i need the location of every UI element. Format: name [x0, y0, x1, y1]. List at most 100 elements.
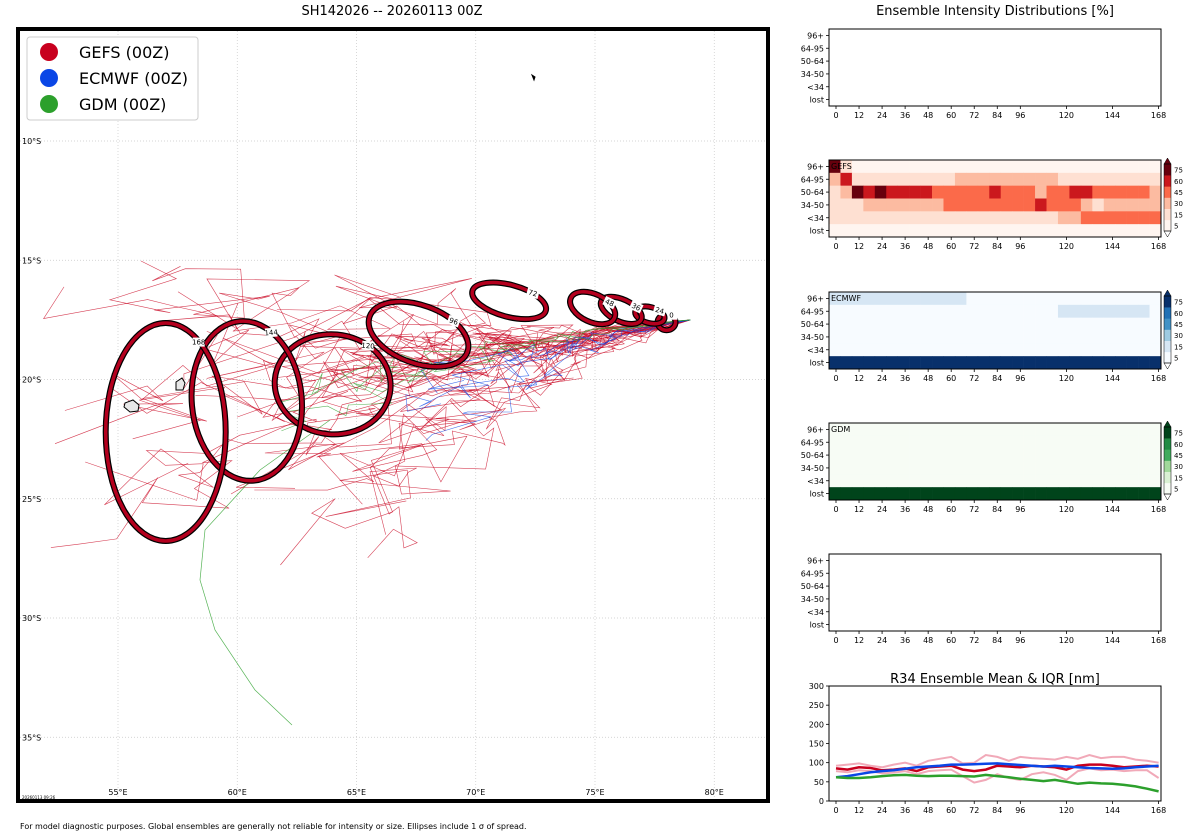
heatmap-cell	[829, 224, 841, 238]
heatmap-cell	[966, 160, 979, 174]
heatmap-cell	[977, 343, 990, 357]
heatmap-cell	[1035, 461, 1047, 475]
heatmap-cell	[874, 461, 887, 475]
heatmap-cell	[1126, 356, 1139, 370]
x-tick-label: 84	[992, 806, 1002, 815]
heatmap-cell	[897, 448, 910, 462]
heatmap-cell	[840, 160, 853, 174]
heatmap-cell	[1115, 304, 1127, 318]
heatmap-cell	[932, 211, 944, 225]
heatmap-cell	[1126, 487, 1139, 501]
heatmap-cell	[1103, 461, 1116, 475]
heatmap-cell	[909, 172, 921, 186]
heatmap-cell	[909, 448, 921, 462]
heatmap-cell	[920, 185, 933, 199]
heatmap-cell	[851, 423, 864, 437]
heatmap-cell	[886, 172, 898, 186]
x-tick-label: 48	[923, 111, 933, 120]
heatmap-cell	[1069, 330, 1082, 344]
heatmap-cell	[932, 292, 944, 306]
heatmap-cell	[1057, 304, 1070, 318]
colorbar-segment	[1164, 197, 1171, 209]
heatmap-cell	[1012, 487, 1024, 501]
island-mauritius	[175, 377, 186, 391]
y-tick-label: 50	[814, 778, 824, 787]
ellipse-hour-label: 168	[192, 339, 205, 347]
heatmap-cell	[1057, 474, 1070, 488]
colorbar-arrow-down	[1163, 493, 1172, 501]
heatmap-cell	[1115, 211, 1127, 225]
heatmap-cell	[1080, 304, 1093, 318]
x-tick-label: 72	[969, 242, 979, 251]
heatmap-cell	[897, 423, 910, 437]
heatmap-cell	[1092, 487, 1105, 501]
y-tick-label: <34	[807, 608, 824, 617]
heatmap-cell	[1069, 487, 1082, 501]
colorbar-tick-label: 30	[1174, 200, 1183, 208]
uncertainty-ellipse: 120	[271, 331, 394, 438]
heatmap-cell	[897, 224, 910, 238]
heatmap-cell	[1023, 330, 1036, 344]
heatmap-cell	[851, 343, 864, 357]
heatmap-cell	[920, 304, 933, 318]
heatmap-cell	[1103, 224, 1116, 238]
map-tracks	[42, 260, 691, 726]
heatmap-cell	[943, 343, 956, 357]
colorbar-arrow-up	[1163, 289, 1172, 297]
x-tick-label: 120	[1059, 505, 1074, 514]
colorbar-segment	[1164, 427, 1171, 439]
gdm-track	[281, 319, 691, 432]
heatmap-cell	[851, 356, 864, 370]
heatmap-cell	[1126, 211, 1139, 225]
heatmap-cell	[1046, 448, 1059, 462]
heatmap-cell	[863, 292, 876, 306]
heatmap-cell	[932, 343, 944, 357]
heatmap-cell	[863, 435, 876, 449]
heatmap-cell	[1035, 172, 1047, 186]
x-tick-label: 36	[900, 111, 910, 120]
ellipse-label-bg	[628, 300, 644, 314]
heatmap-cell	[989, 435, 1002, 449]
heatmap-cell	[1080, 435, 1093, 449]
heatmap-cell	[1069, 304, 1082, 318]
heatmap-cell	[840, 423, 853, 437]
heatmap-cell	[851, 474, 864, 488]
lat-label: 25°S	[22, 495, 41, 504]
heatmap-cell	[840, 461, 853, 475]
x-tick-label: 60	[946, 374, 956, 383]
heatmap-cell	[1115, 172, 1127, 186]
heatmap-cell	[966, 198, 979, 212]
heatmap-cell	[977, 317, 990, 331]
heatmap-cell	[1126, 435, 1139, 449]
heatmap-cell	[1138, 330, 1150, 344]
x-tick-label: 48	[923, 374, 933, 383]
heatmap-cell	[1035, 487, 1047, 501]
heatmap-cell	[829, 172, 841, 186]
y-tick-label: 96+	[807, 31, 824, 40]
heatmap-cell	[1057, 185, 1070, 199]
island-agalega	[530, 73, 536, 82]
lon-label: 60°E	[228, 788, 247, 797]
heatmap-cell	[1046, 172, 1059, 186]
heatmap-cell	[932, 474, 944, 488]
heatmap-cell	[829, 423, 841, 437]
y-tick-label: lost	[810, 96, 824, 105]
gefs-track	[230, 319, 691, 495]
heatmap-cell	[863, 224, 876, 238]
colorbar-tick-label: 5	[1174, 354, 1178, 362]
heatmap-cell	[989, 304, 1002, 318]
colorbar-segment	[1164, 471, 1171, 484]
x-tick-label: 168	[1151, 636, 1166, 645]
heatmap-cell	[1138, 423, 1150, 437]
heatmap-cell	[1035, 330, 1047, 344]
heatmap-cell	[1092, 448, 1105, 462]
heatmap-cell	[1023, 448, 1036, 462]
ellipse-hour-label: 48	[604, 298, 615, 309]
heatmap-cell	[886, 304, 898, 318]
x-tick-label: 48	[923, 636, 933, 645]
heatmap-cell	[989, 160, 1002, 174]
heatmap-cell	[886, 317, 898, 331]
track-map: 0 24 36 48 72 96 120 144 168 55°E 60°E 65°E 70°E 75°…	[16, 27, 770, 803]
heatmap-cell	[1149, 224, 1162, 238]
heatmap-cell	[1149, 304, 1162, 318]
